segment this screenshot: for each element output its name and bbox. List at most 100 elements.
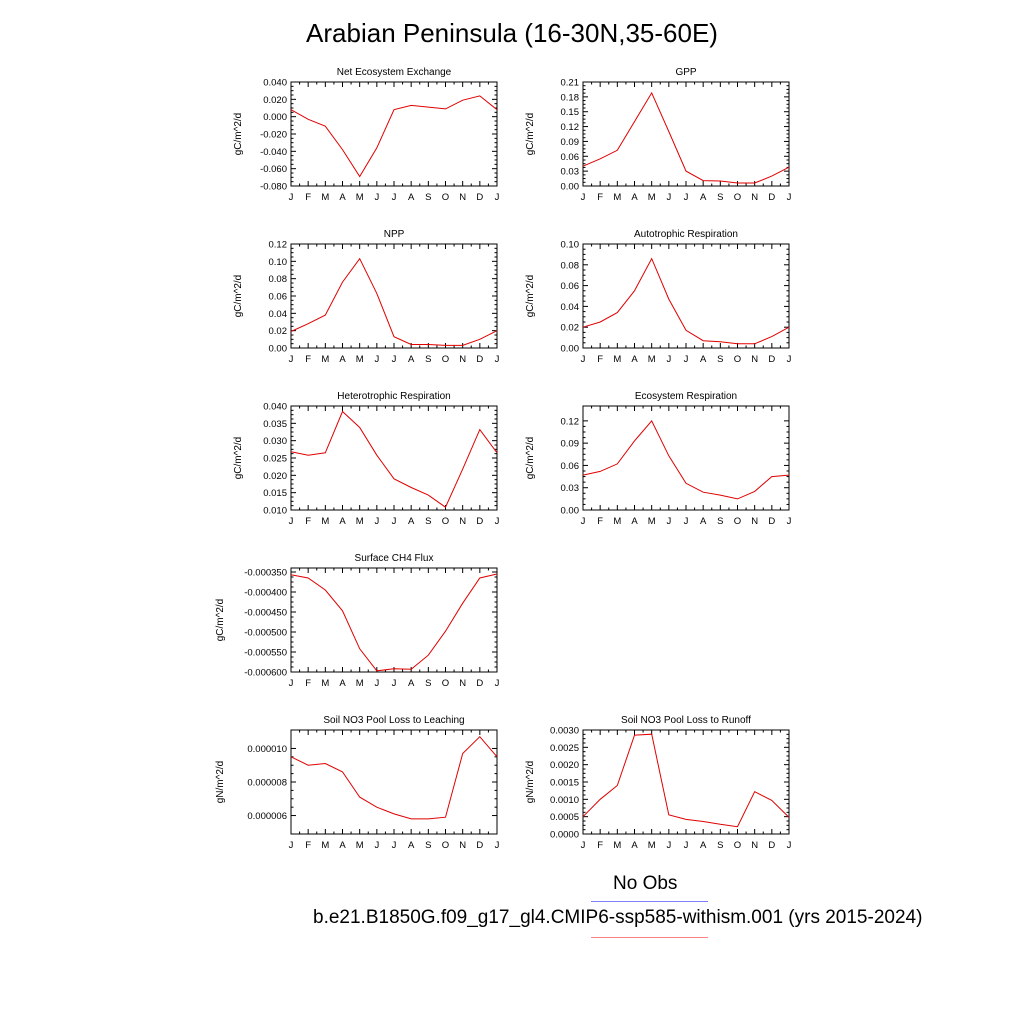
- series-line-0: [290, 573, 498, 672]
- chart-title: Surface CH4 Flux: [355, 553, 434, 564]
- x-tick-label: M: [356, 516, 364, 527]
- x-tick-label: D: [768, 840, 775, 851]
- x-tick-label: O: [734, 354, 741, 365]
- x-tick-label: N: [751, 840, 758, 851]
- x-tick-label: O: [442, 192, 449, 203]
- x-tick-label: N: [459, 678, 466, 689]
- x-tick-label: J: [374, 354, 379, 365]
- x-tick-label: J: [374, 192, 379, 203]
- y-tick-label: 0.06: [561, 152, 580, 163]
- x-tick-label: F: [597, 192, 603, 203]
- x-tick-label: J: [581, 192, 586, 203]
- x-tick-label: A: [408, 516, 415, 527]
- x-tick-label: J: [289, 678, 294, 689]
- x-tick-label: J: [374, 840, 379, 851]
- y-tick-label: 0.040: [263, 402, 287, 413]
- x-tick-label: N: [751, 516, 758, 527]
- x-tick-label: F: [305, 516, 311, 527]
- y-tick-label: 0.00: [561, 506, 580, 517]
- x-tick-label: J: [666, 516, 671, 527]
- x-tick-label: A: [631, 192, 638, 203]
- x-tick-label: J: [392, 192, 397, 203]
- x-tick-label: J: [787, 192, 792, 203]
- y-tick-label: 0.08: [269, 274, 288, 285]
- x-tick-label: M: [648, 840, 656, 851]
- x-tick-label: J: [392, 354, 397, 365]
- x-tick-label: J: [666, 354, 671, 365]
- y-tick-label: 0.10: [269, 257, 288, 268]
- x-tick-label: S: [425, 840, 431, 851]
- y-tick-label: 0.020: [263, 471, 287, 482]
- page-title: Arabian Peninsula (16-30N,35-60E): [306, 18, 718, 48]
- y-tick-label: -0.080: [260, 182, 287, 193]
- y-axis-label: gN/m^2/d: [215, 761, 226, 804]
- y-axis-label: gC/m^2/d: [525, 437, 536, 480]
- x-tick-label: O: [734, 516, 741, 527]
- x-tick-label: D: [476, 678, 483, 689]
- y-tick-label: 0.00: [269, 344, 288, 355]
- y-tick-label: 0.02: [561, 323, 580, 334]
- x-tick-label: A: [339, 678, 346, 689]
- x-tick-label: J: [581, 354, 586, 365]
- x-tick-label: N: [751, 354, 758, 365]
- y-tick-label: 0.000008: [247, 778, 287, 789]
- y-tick-label: -0.000550: [244, 648, 287, 659]
- chart-title: NPP: [384, 229, 405, 240]
- x-tick-label: M: [613, 840, 621, 851]
- plot-frame: [582, 405, 790, 511]
- y-tick-label: 0.000010: [247, 744, 287, 755]
- x-tick-label: N: [751, 192, 758, 203]
- x-tick-label: J: [787, 516, 792, 527]
- x-tick-label: J: [289, 840, 294, 851]
- x-tick-label: J: [495, 678, 500, 689]
- plot-frame: [290, 243, 498, 349]
- y-tick-label: 0.0025: [550, 743, 579, 754]
- x-tick-label: A: [631, 354, 638, 365]
- y-tick-label: 0.0010: [550, 795, 579, 806]
- y-tick-label: -0.000450: [244, 608, 287, 619]
- y-tick-label: 0.21: [561, 78, 580, 89]
- x-tick-label: J: [581, 840, 586, 851]
- x-tick-label: J: [392, 678, 397, 689]
- x-tick-label: J: [289, 516, 294, 527]
- y-tick-label: -0.000400: [244, 588, 287, 599]
- plot-frame: [290, 729, 498, 835]
- x-tick-label: N: [459, 354, 466, 365]
- x-tick-label: J: [495, 516, 500, 527]
- x-tick-label: M: [321, 840, 329, 851]
- x-tick-label: N: [459, 516, 466, 527]
- x-tick-label: M: [356, 840, 364, 851]
- x-tick-label: J: [666, 840, 671, 851]
- x-tick-label: F: [597, 516, 603, 527]
- x-tick-label: J: [684, 192, 689, 203]
- series-line-0: [290, 95, 498, 178]
- y-tick-label: -0.000350: [244, 568, 287, 579]
- chart-title: Soil NO3 Pool Loss to Leaching: [323, 715, 464, 726]
- x-tick-label: J: [787, 354, 792, 365]
- y-tick-label: 0.020: [263, 95, 287, 106]
- series-line-0: [290, 735, 498, 820]
- x-tick-label: D: [768, 192, 775, 203]
- y-axis-label: gC/m^2/d: [233, 437, 244, 480]
- y-tick-label: 0.000006: [247, 811, 287, 822]
- x-tick-label: S: [425, 678, 431, 689]
- y-tick-label: 0.0020: [550, 760, 579, 771]
- series-line-0: [290, 410, 498, 508]
- y-tick-label: 0.06: [269, 292, 288, 303]
- y-tick-label: 0.12: [561, 416, 580, 427]
- x-tick-label: S: [717, 840, 723, 851]
- x-tick-label: N: [459, 840, 466, 851]
- y-tick-label: -0.060: [260, 164, 287, 175]
- series-line-0: [582, 419, 790, 500]
- y-tick-label: 0.09: [561, 439, 580, 450]
- x-tick-label: N: [459, 192, 466, 203]
- x-tick-label: D: [476, 192, 483, 203]
- y-tick-label: 0.04: [269, 309, 288, 320]
- plot-frame: [582, 243, 790, 349]
- x-tick-label: S: [425, 354, 431, 365]
